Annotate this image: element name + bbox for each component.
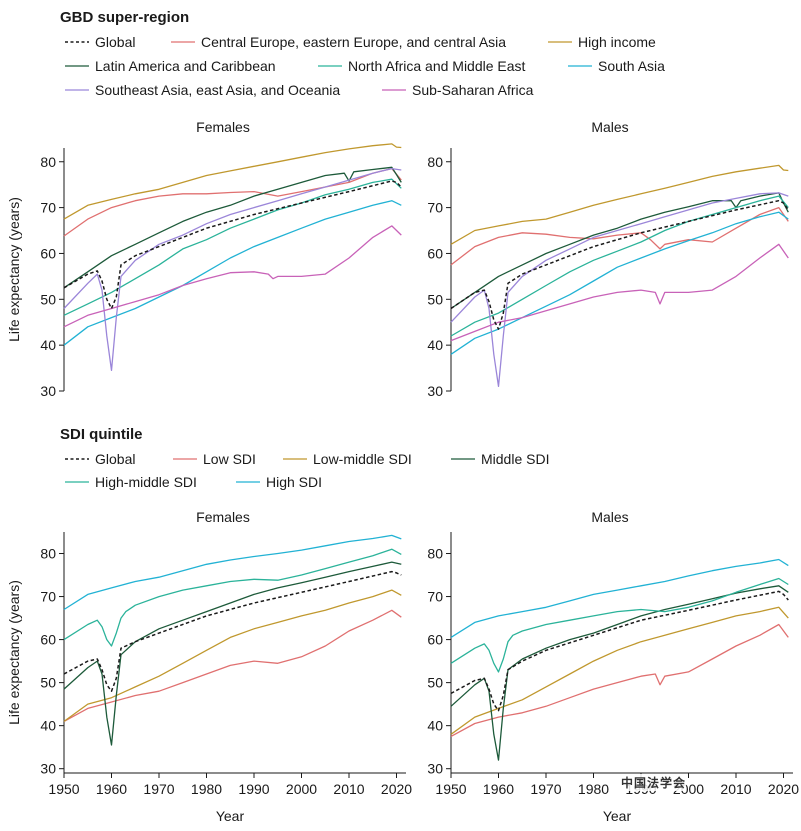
- panel0-series-south-asia: [63, 200, 402, 346]
- panel1-y-tick-label: 30: [427, 383, 443, 399]
- panel2-title: Females: [196, 509, 250, 525]
- panel3-y-tick-label: 80: [427, 546, 443, 562]
- panel3-y-tick-label: 60: [427, 632, 443, 648]
- legend-label-sub-saharan-africa: Sub-Saharan Africa: [412, 82, 534, 98]
- panel3-title: Males: [591, 509, 628, 525]
- panel0-y-axis-label: Life expectancy (years): [6, 197, 22, 342]
- panel1-y-tick-label: 40: [427, 337, 443, 353]
- panel3-series-low-sdi: [450, 623, 789, 737]
- panel3-series-low-middle-sdi: [450, 606, 789, 735]
- panel2-y-tick-label: 70: [40, 589, 56, 605]
- panel1-series-sub-saharan-africa: [450, 243, 789, 342]
- panel0-y-tick-label: 30: [40, 383, 56, 399]
- panel1-series-latin-america-and-caribbean: [450, 192, 789, 310]
- panel0-y-tick-label: 80: [40, 154, 56, 170]
- legend-label-low-middle-sdi: Low-middle SDI: [313, 451, 412, 467]
- panel2-series-high-sdi: [63, 534, 402, 611]
- panel3-x-tick-label: 1950: [435, 781, 466, 797]
- panel0-series-central-europe-eastern-europe-and-central-asia: [63, 167, 402, 237]
- panel3-series-global: [450, 590, 789, 712]
- legend-label-southeast-asia-east-asia-and-oceania: Southeast Asia, east Asia, and Oceania: [95, 82, 340, 98]
- panel2-x-tick-label: 1950: [48, 781, 79, 797]
- panel1-series-southeast-asia-east-asia-and-oceania: [450, 192, 789, 388]
- panel3-y-tick-label: 40: [427, 718, 443, 734]
- panel0-y-tick-label: 70: [40, 200, 56, 216]
- panel2-y-tick-label: 30: [40, 761, 56, 777]
- panel0-series-sub-saharan-africa: [63, 225, 402, 328]
- panel2-x-tick-label: 2020: [381, 781, 412, 797]
- panel2-x-tick-label: 2010: [333, 781, 364, 797]
- panel2-x-tick-label: 1980: [191, 781, 222, 797]
- panel1-y-tick-label: 60: [427, 245, 443, 261]
- panel2-series-low-middle-sdi: [63, 589, 402, 722]
- panel3-x-axis-label: Year: [603, 808, 632, 824]
- legend-label-north-africa-and-middle-east: North Africa and Middle East: [348, 58, 526, 74]
- panel2-y-tick-label: 50: [40, 675, 56, 691]
- panel2-series-high-middle-sdi: [63, 548, 402, 647]
- panel2-series-low-sdi: [63, 609, 402, 722]
- panel1-y-tick-label: 50: [427, 291, 443, 307]
- legend-label-global: Global: [95, 451, 135, 467]
- legend-title: SDI quintile: [60, 426, 143, 443]
- legend-label-middle-sdi: Middle SDI: [481, 451, 549, 467]
- panel1-series-central-europe-eastern-europe-and-central-asia: [450, 206, 789, 266]
- panel3-x-tick-label: 1980: [578, 781, 609, 797]
- legend-label-central-europe-eastern-europe-and-central-asia: Central Europe, eastern Europe, and cent…: [201, 34, 506, 50]
- panel1-series-north-africa-and-middle-east: [450, 195, 789, 337]
- panel2-x-axis-label: Year: [216, 808, 245, 824]
- panel1-y-tick-label: 70: [427, 200, 443, 216]
- panel1-series-global: [450, 199, 789, 330]
- panel2-x-tick-label: 1960: [96, 781, 127, 797]
- panel3-x-tick-label: 1960: [483, 781, 514, 797]
- panel0-title: Females: [196, 119, 250, 135]
- watermark-logo: 中国法学会: [621, 774, 687, 791]
- panel0-series-north-africa-and-middle-east: [63, 178, 402, 316]
- panel0-series-southeast-asia-east-asia-and-oceania: [63, 167, 402, 372]
- panel3-y-tick-label: 50: [427, 675, 443, 691]
- panel3-x-tick-label: 1970: [530, 781, 561, 797]
- legend-label-global: Global: [95, 34, 135, 50]
- legend-label-high-sdi: High SDI: [266, 474, 322, 490]
- legend-title: GBD super-region: [60, 9, 189, 26]
- panel0-series-global: [63, 180, 402, 310]
- panel3-x-tick-label: 2010: [720, 781, 751, 797]
- legend-label-south-asia: South Asia: [598, 58, 665, 74]
- panel1-y-tick-label: 80: [427, 154, 443, 170]
- panel2-y-tick-label: 80: [40, 546, 56, 562]
- panel2-y-tick-label: 40: [40, 718, 56, 734]
- panel3-x-tick-label: 2020: [768, 781, 799, 797]
- panel2-series-global: [63, 570, 402, 692]
- panel0-y-tick-label: 50: [40, 291, 56, 307]
- panel1-title: Males: [591, 119, 628, 135]
- panel3-series-high-middle-sdi: [450, 577, 789, 673]
- panel1-series-south-asia: [450, 211, 789, 355]
- panel2-x-tick-label: 2000: [286, 781, 317, 797]
- panel0-series-latin-america-and-caribbean: [63, 166, 402, 289]
- panel2-x-tick-label: 1990: [238, 781, 269, 797]
- legend-label-latin-america-and-caribbean: Latin America and Caribbean: [95, 58, 276, 74]
- panel2-y-axis-label: Life expectancy (years): [6, 580, 22, 725]
- panel2-series-middle-sdi: [63, 561, 402, 746]
- legend-label-low-sdi: Low SDI: [203, 451, 256, 467]
- panel3-y-tick-label: 30: [427, 761, 443, 777]
- panel1-series-high-income: [450, 164, 789, 245]
- legend-label-high-income: High income: [578, 34, 656, 50]
- panel2-x-tick-label: 1970: [143, 781, 174, 797]
- panel0-y-tick-label: 60: [40, 245, 56, 261]
- panel3-y-tick-label: 70: [427, 589, 443, 605]
- panel3-series-high-sdi: [450, 558, 789, 638]
- panel0-y-tick-label: 40: [40, 337, 56, 353]
- panel0-series-high-income: [63, 143, 402, 220]
- legend-label-high-middle-sdi: High-middle SDI: [95, 474, 197, 490]
- panel2-y-tick-label: 60: [40, 632, 56, 648]
